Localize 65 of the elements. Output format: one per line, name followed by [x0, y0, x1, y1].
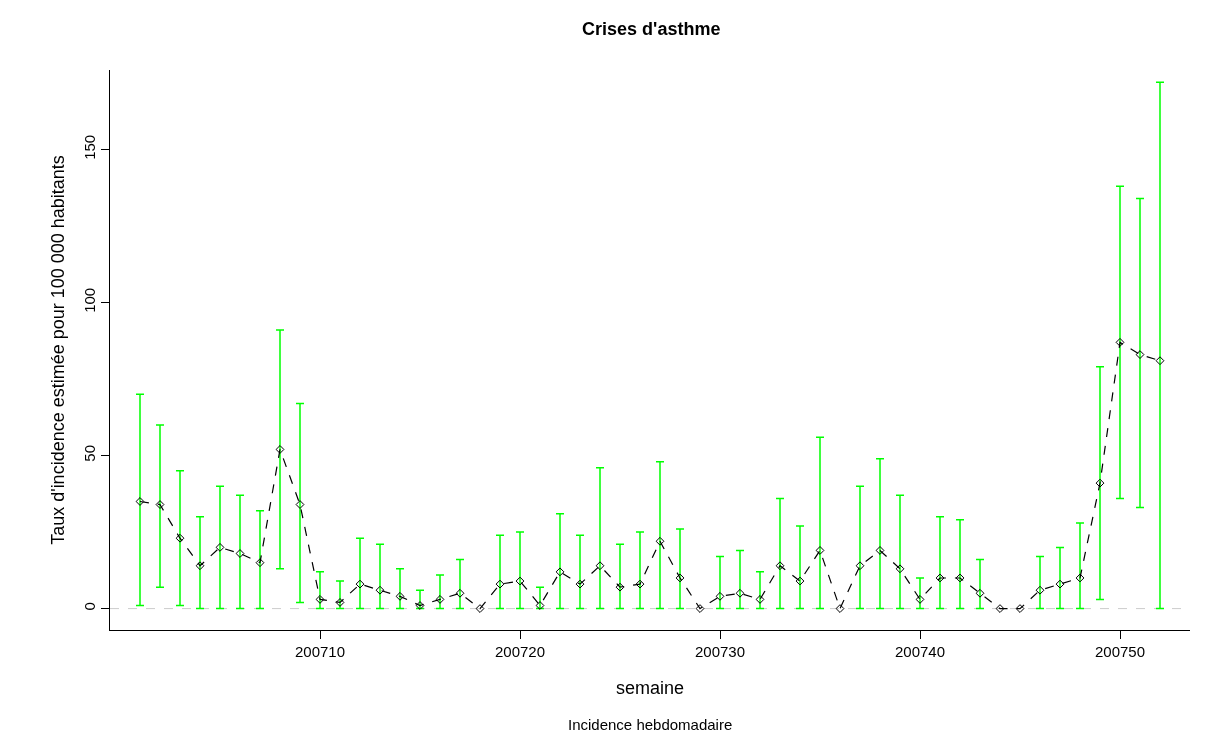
- point: [355, 579, 365, 589]
- point: [975, 588, 985, 598]
- x-axis-title: semaine: [615, 678, 685, 699]
- point: [635, 579, 645, 589]
- y-axis-title: Taux d'incidence estimée pour 100 000 habitants: [48, 155, 68, 545]
- point: [255, 558, 265, 568]
- point: [315, 595, 325, 604]
- y-tick-label: 0: [81, 602, 98, 611]
- point: [1135, 350, 1145, 359]
- point: [395, 591, 405, 601]
- point: [835, 604, 845, 613]
- point: [295, 500, 305, 509]
- point: [435, 595, 445, 604]
- x-tick-label: 200720: [494, 643, 546, 660]
- point: [575, 579, 585, 589]
- point: [735, 588, 745, 598]
- point: [1155, 356, 1165, 366]
- point: [815, 546, 825, 555]
- y-tick-label: 50: [81, 444, 98, 462]
- point: [675, 573, 685, 583]
- point: [775, 561, 785, 571]
- point: [275, 445, 285, 454]
- y-tick-label: 100: [81, 287, 98, 313]
- x-tick-label: 200710: [294, 643, 346, 660]
- point: [935, 573, 945, 583]
- point: [475, 604, 485, 613]
- point: [615, 582, 625, 592]
- point: [715, 591, 725, 601]
- point: [1075, 573, 1085, 583]
- point: [895, 564, 905, 574]
- x-tick-label: 200730: [694, 643, 746, 660]
- point: [915, 595, 925, 604]
- point: [855, 561, 865, 571]
- chart-title: Crises d'asthme: [582, 19, 721, 40]
- point: [1115, 337, 1125, 347]
- point: [1035, 585, 1045, 595]
- point: [175, 533, 185, 543]
- point: [135, 497, 145, 506]
- point: [495, 579, 505, 589]
- point: [195, 561, 205, 571]
- point: [595, 561, 605, 571]
- point: [535, 601, 545, 610]
- point: [875, 546, 885, 555]
- point: [555, 567, 565, 577]
- point: [955, 573, 965, 583]
- text: Incidence hebdomadaire: [568, 716, 733, 733]
- point: [655, 536, 665, 546]
- point: [1015, 604, 1025, 613]
- point: [1095, 478, 1105, 488]
- x-tick-label: 200750: [1094, 643, 1146, 660]
- point: [795, 576, 805, 586]
- point: [1055, 579, 1065, 589]
- point: [335, 598, 345, 607]
- point: [515, 576, 525, 586]
- point: [695, 604, 705, 613]
- point: [455, 588, 465, 598]
- point: [755, 595, 765, 604]
- point: [415, 601, 425, 610]
- point: [215, 542, 225, 552]
- point: [155, 500, 165, 509]
- point: [995, 604, 1005, 613]
- y-tick-label: 150: [81, 134, 98, 160]
- point: [375, 585, 385, 595]
- x-tick-label: 200740: [894, 643, 946, 660]
- point: [235, 549, 245, 558]
